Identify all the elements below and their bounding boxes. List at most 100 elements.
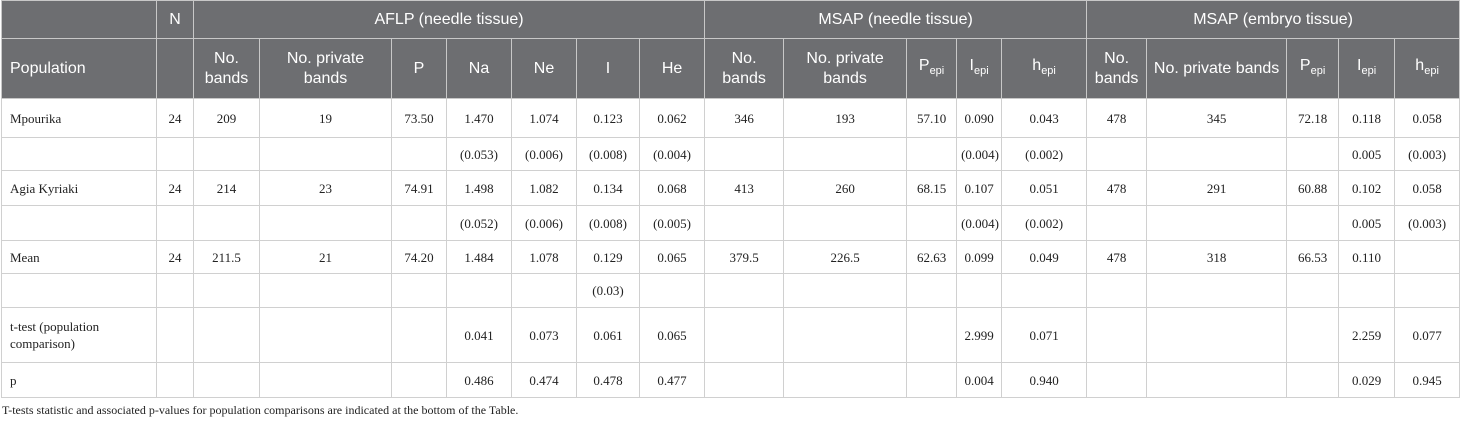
header-text: No. private bands xyxy=(286,49,365,87)
table-cell: 0.077 xyxy=(1394,307,1460,363)
table-cell: 73.50 xyxy=(391,98,447,138)
table-row: t-test (population comparison) 0.041 0.073… xyxy=(1,307,1460,363)
column-header-cell: No. private bands xyxy=(1146,38,1288,99)
table-cell xyxy=(783,307,908,363)
table-cell: (0.053) xyxy=(446,137,512,171)
table-cell: 21 xyxy=(259,240,392,274)
table-cell: 24 xyxy=(156,98,194,138)
table-cell: 211.5 xyxy=(193,240,260,274)
table-cell xyxy=(1394,240,1460,274)
table-cell xyxy=(906,307,958,363)
table-cell xyxy=(1286,273,1340,308)
column-header-cell: Na xyxy=(446,38,512,99)
column-header-cell: hepi xyxy=(1394,38,1460,99)
table-cell xyxy=(193,307,260,363)
table-cell xyxy=(1086,307,1148,363)
table-cell: 1.078 xyxy=(511,240,577,274)
footnote: T-tests statistic and associated p-value… xyxy=(2,403,519,417)
table-cell xyxy=(906,362,958,398)
table-cell: (0.004) xyxy=(956,137,1003,171)
table-cell xyxy=(704,137,785,171)
header-text: No. private bands xyxy=(1153,59,1280,77)
table-cell xyxy=(704,273,785,308)
table-cell: (0.005) xyxy=(638,205,706,241)
table-cell: 1.074 xyxy=(511,98,577,138)
column-header-cell: No. bands xyxy=(704,38,785,99)
table-cell xyxy=(783,137,908,171)
column-header-cell: No. private bands xyxy=(259,38,392,99)
column-header-cell: Iepi xyxy=(1338,38,1396,99)
header-text: P xyxy=(1299,56,1311,74)
table-cell: 0.478 xyxy=(576,362,640,398)
table-cell: 0.005 xyxy=(1338,205,1396,241)
column-header-cell: Population xyxy=(1,38,157,99)
header-text: I xyxy=(605,59,611,77)
column-header-cell: No. bands xyxy=(1086,38,1148,99)
table-cell xyxy=(1,273,157,308)
table-cell xyxy=(1146,273,1288,308)
table-cell: (0.006) xyxy=(511,205,577,241)
table-cell: 0.049 xyxy=(1001,240,1088,274)
group-header-cell: N xyxy=(156,0,194,39)
table-cell xyxy=(156,273,194,308)
group-header-cell: MSAP (embryo tissue) xyxy=(1086,0,1460,39)
column-header-cell: He xyxy=(638,38,706,99)
table-cell xyxy=(906,137,958,171)
table-cell: 0.940 xyxy=(1001,362,1088,398)
table-cell: (0.008) xyxy=(576,205,640,241)
table-row: (0.052) (0.006) (0.008) (0.005) (0.004) (0.00… xyxy=(1,205,1460,241)
table-row: (0.03) xyxy=(1,273,1460,308)
group-header-cell: MSAP (needle tissue) xyxy=(704,0,1088,39)
table-row: Agia Kyriaki 24 214 23 74.91 1.498 1.082 0.134 0… xyxy=(1,170,1460,206)
table-cell: 74.91 xyxy=(391,170,447,206)
table-cell: 0.099 xyxy=(956,240,1003,274)
table-row: Mean 24 211.5 21 74.20 1.484 1.078 0.129 0.065 37… xyxy=(1,240,1460,274)
table-cell xyxy=(1,137,157,171)
table-cell xyxy=(783,205,908,241)
column-header-cell: Ne xyxy=(511,38,577,99)
table-cell: 0.004 xyxy=(956,362,1003,398)
table-cell: 74.20 xyxy=(391,240,447,274)
header-text: No. bands xyxy=(722,49,766,87)
header-text: No. private bands xyxy=(806,49,884,87)
table-cell xyxy=(156,137,194,171)
column-header-cell: Pepi xyxy=(1286,38,1340,99)
table-cell: 0.945 xyxy=(1394,362,1460,398)
table-cell xyxy=(906,273,958,308)
column-header-cell: P xyxy=(391,38,447,99)
table-cell xyxy=(704,307,785,363)
table-cell: Mean xyxy=(1,240,157,274)
table-cell: 60.88 xyxy=(1286,170,1340,206)
table-cell: 1.082 xyxy=(511,170,577,206)
table-row: p 0.486 0.474 0.478 0.477 0.004 0.940 0.029 0.94… xyxy=(1,362,1460,398)
header-text: No. bands xyxy=(1094,49,1139,87)
table-cell: 0.062 xyxy=(638,98,706,138)
table-cell: 0.065 xyxy=(638,307,706,363)
table-cell: 0.071 xyxy=(1001,307,1088,363)
table-cell xyxy=(1086,137,1148,171)
table-cell xyxy=(511,273,577,308)
table-cell xyxy=(259,307,392,363)
column-header-cell: hepi xyxy=(1001,38,1088,99)
table-cell xyxy=(1286,137,1340,171)
header-text: Ne xyxy=(533,59,555,77)
table-cell: 0.058 xyxy=(1394,170,1460,206)
table-cell: 0.090 xyxy=(956,98,1003,138)
table-cell: 0.073 xyxy=(511,307,577,363)
table-cell: (0.004) xyxy=(956,205,1003,241)
table-cell xyxy=(1146,137,1288,171)
table-cell xyxy=(783,362,908,398)
table-cell xyxy=(391,273,447,308)
table-cell: (0.008) xyxy=(576,137,640,171)
table-cell: 291 xyxy=(1146,170,1288,206)
header-text: h xyxy=(1415,56,1425,74)
table-cell: 379.5 xyxy=(704,240,785,274)
data-table: N AFLP (needle tissue) MSAP (needle tissue… xyxy=(1,0,1460,398)
table-cell: 0.005 xyxy=(1338,137,1396,171)
table-cell xyxy=(193,273,260,308)
table-cell: 413 xyxy=(704,170,785,206)
table-cell xyxy=(446,273,512,308)
table-cell: (0.003) xyxy=(1394,137,1460,171)
table-cell xyxy=(1001,273,1088,308)
